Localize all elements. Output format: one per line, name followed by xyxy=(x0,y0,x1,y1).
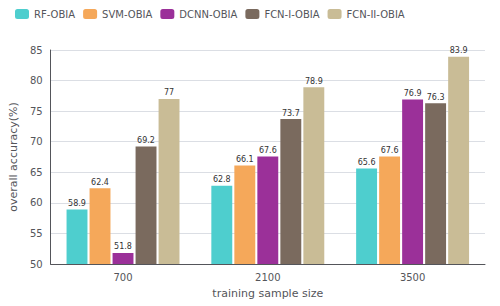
svg-text:75: 75 xyxy=(30,106,43,117)
svg-text:77: 77 xyxy=(164,88,174,97)
svg-text:55: 55 xyxy=(30,228,43,239)
svg-text:62.8: 62.8 xyxy=(213,175,231,184)
svg-text:50: 50 xyxy=(30,259,43,270)
svg-text:76.3: 76.3 xyxy=(427,93,445,102)
svg-text:62.4: 62.4 xyxy=(91,178,109,187)
svg-text:80: 80 xyxy=(30,75,43,86)
svg-text:65: 65 xyxy=(30,167,43,178)
svg-text:60: 60 xyxy=(30,197,43,208)
svg-text:overall accuracy(%): overall accuracy(%) xyxy=(7,102,20,212)
svg-text:66.1: 66.1 xyxy=(236,155,254,164)
svg-text:76.9: 76.9 xyxy=(404,89,422,98)
svg-text:69.2: 69.2 xyxy=(137,136,155,145)
svg-text:58.9: 58.9 xyxy=(68,199,86,208)
svg-text:85: 85 xyxy=(30,45,43,56)
svg-text:training sample size: training sample size xyxy=(212,287,323,300)
svg-text:67.6: 67.6 xyxy=(381,146,399,155)
svg-text:51.8: 51.8 xyxy=(114,242,132,251)
svg-text:700: 700 xyxy=(113,272,132,283)
svg-text:FCN-I-OBIA: FCN-I-OBIA xyxy=(264,9,319,20)
svg-text:3500: 3500 xyxy=(400,272,425,283)
svg-text:2100: 2100 xyxy=(255,272,280,283)
svg-text:DCNN-OBIA: DCNN-OBIA xyxy=(179,9,237,20)
svg-text:67.6: 67.6 xyxy=(259,146,277,155)
svg-text:SVM-OBIA: SVM-OBIA xyxy=(102,9,152,20)
svg-text:RF-OBIA: RF-OBIA xyxy=(34,9,75,20)
svg-text:FCN-II-OBIA: FCN-II-OBIA xyxy=(347,9,405,20)
svg-text:73.7: 73.7 xyxy=(282,109,300,118)
svg-text:83.9: 83.9 xyxy=(450,46,468,55)
svg-text:78.9: 78.9 xyxy=(305,77,323,86)
svg-text:65.6: 65.6 xyxy=(358,158,376,167)
svg-text:70: 70 xyxy=(30,136,43,147)
